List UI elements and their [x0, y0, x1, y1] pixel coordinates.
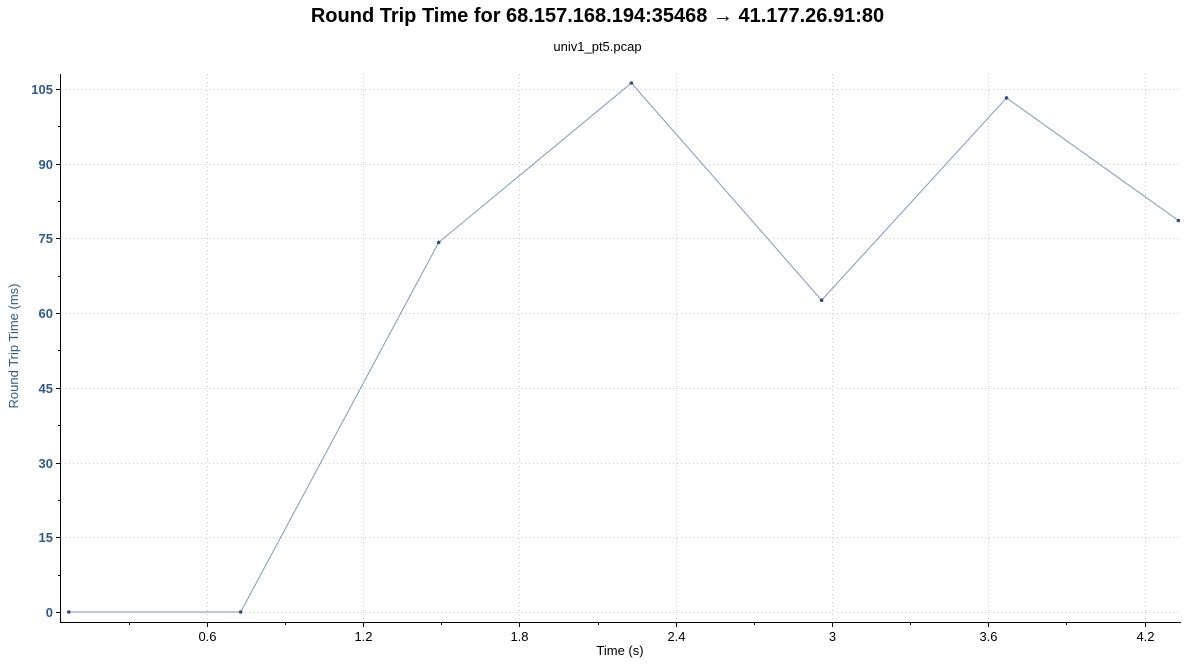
- y-tick-label: 15: [39, 530, 53, 545]
- y-tick-label: 60: [39, 306, 53, 321]
- series-line: [68, 82, 1179, 613]
- grid-lines: [61, 74, 1181, 622]
- y-tick-label: 105: [31, 82, 53, 97]
- axes: [60, 74, 1181, 623]
- y-tick-label: 30: [39, 456, 53, 471]
- data-point[interactable]: [1176, 218, 1181, 223]
- data-point[interactable]: [819, 298, 824, 303]
- data-point[interactable]: [629, 81, 634, 85]
- y-tick-label: 0: [46, 605, 53, 620]
- y-tick-label: 45: [39, 381, 53, 396]
- data-point[interactable]: [436, 240, 441, 245]
- x-tick-label: 2.4: [667, 629, 685, 644]
- x-axis-label: Time (s): [596, 643, 643, 658]
- y-axis-label: Round Trip Time (ms): [6, 284, 21, 409]
- x-tick-label: 4.2: [1136, 629, 1154, 644]
- x-tick-label: 3.6: [979, 629, 997, 644]
- chart-subtitle: univ1_pt5.pcap: [553, 39, 642, 54]
- x-tick-label: 0.6: [198, 629, 216, 644]
- y-tick-label: 90: [39, 157, 53, 172]
- x-tick-label: 1.2: [354, 629, 372, 644]
- data-point[interactable]: [1004, 96, 1009, 100]
- y-tick-label: 75: [39, 231, 53, 246]
- axis-ticks: 0 15 30 45 60 75 90 105 0.6 1.2 1.8 2.4 3 3.6 4.2: [31, 82, 1154, 644]
- x-tick-label: 3: [829, 629, 836, 644]
- chart-title: Round Trip Time for 68.157.168.194:35468…: [310, 5, 885, 27]
- data-series: [67, 81, 1181, 614]
- data-point[interactable]: [238, 610, 243, 614]
- data-point[interactable]: [67, 610, 71, 614]
- x-tick-label: 1.8: [510, 629, 528, 644]
